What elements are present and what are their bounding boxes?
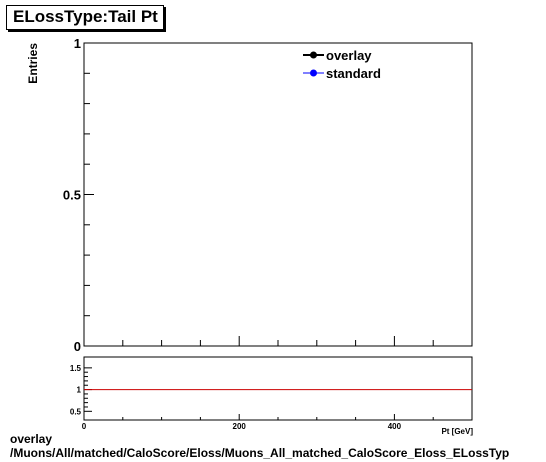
legend: overlay standard (303, 48, 381, 81)
main-plot-panel: 0 0.5 1 Entries (26, 36, 473, 354)
legend-marker-1 (310, 69, 317, 77)
ratio-plot-panel: 0.5 1 1.5 0 200 400 Pt [GeV] (70, 356, 473, 436)
ratio-y-tick-label: 1 (77, 386, 82, 395)
footer-line-2: /Muons/All/matched/CaloScore/Eloss/Muons… (10, 446, 510, 460)
legend-label-0: overlay (326, 48, 372, 63)
ratio-y-tick-label: 0.5 (70, 407, 82, 416)
y-tick-label: 0.5 (63, 188, 81, 203)
x-axis-label: Pt [GeV] (441, 427, 473, 436)
ratio-plot-frame (83, 356, 473, 421)
y-axis-label: Entries (26, 43, 40, 84)
y-tick-label: 0 (74, 339, 81, 354)
main-plot-frame (83, 42, 473, 347)
ratio-x-tick-label: 400 (388, 422, 402, 431)
legend-label-1: standard (326, 66, 381, 81)
footer-caption: overlay /Muons/All/matched/CaloScore/Elo… (10, 432, 546, 460)
ratio-x-tick-label: 0 (82, 422, 87, 431)
y-tick-label: 1 (74, 36, 81, 51)
legend-marker-0 (310, 51, 317, 59)
ratio-y-tick-label: 1.5 (70, 364, 82, 373)
footer-line-1: overlay (10, 432, 53, 446)
chart-title: ELossType:Tail Pt (6, 5, 164, 30)
ratio-x-tick-label: 200 (233, 422, 247, 431)
